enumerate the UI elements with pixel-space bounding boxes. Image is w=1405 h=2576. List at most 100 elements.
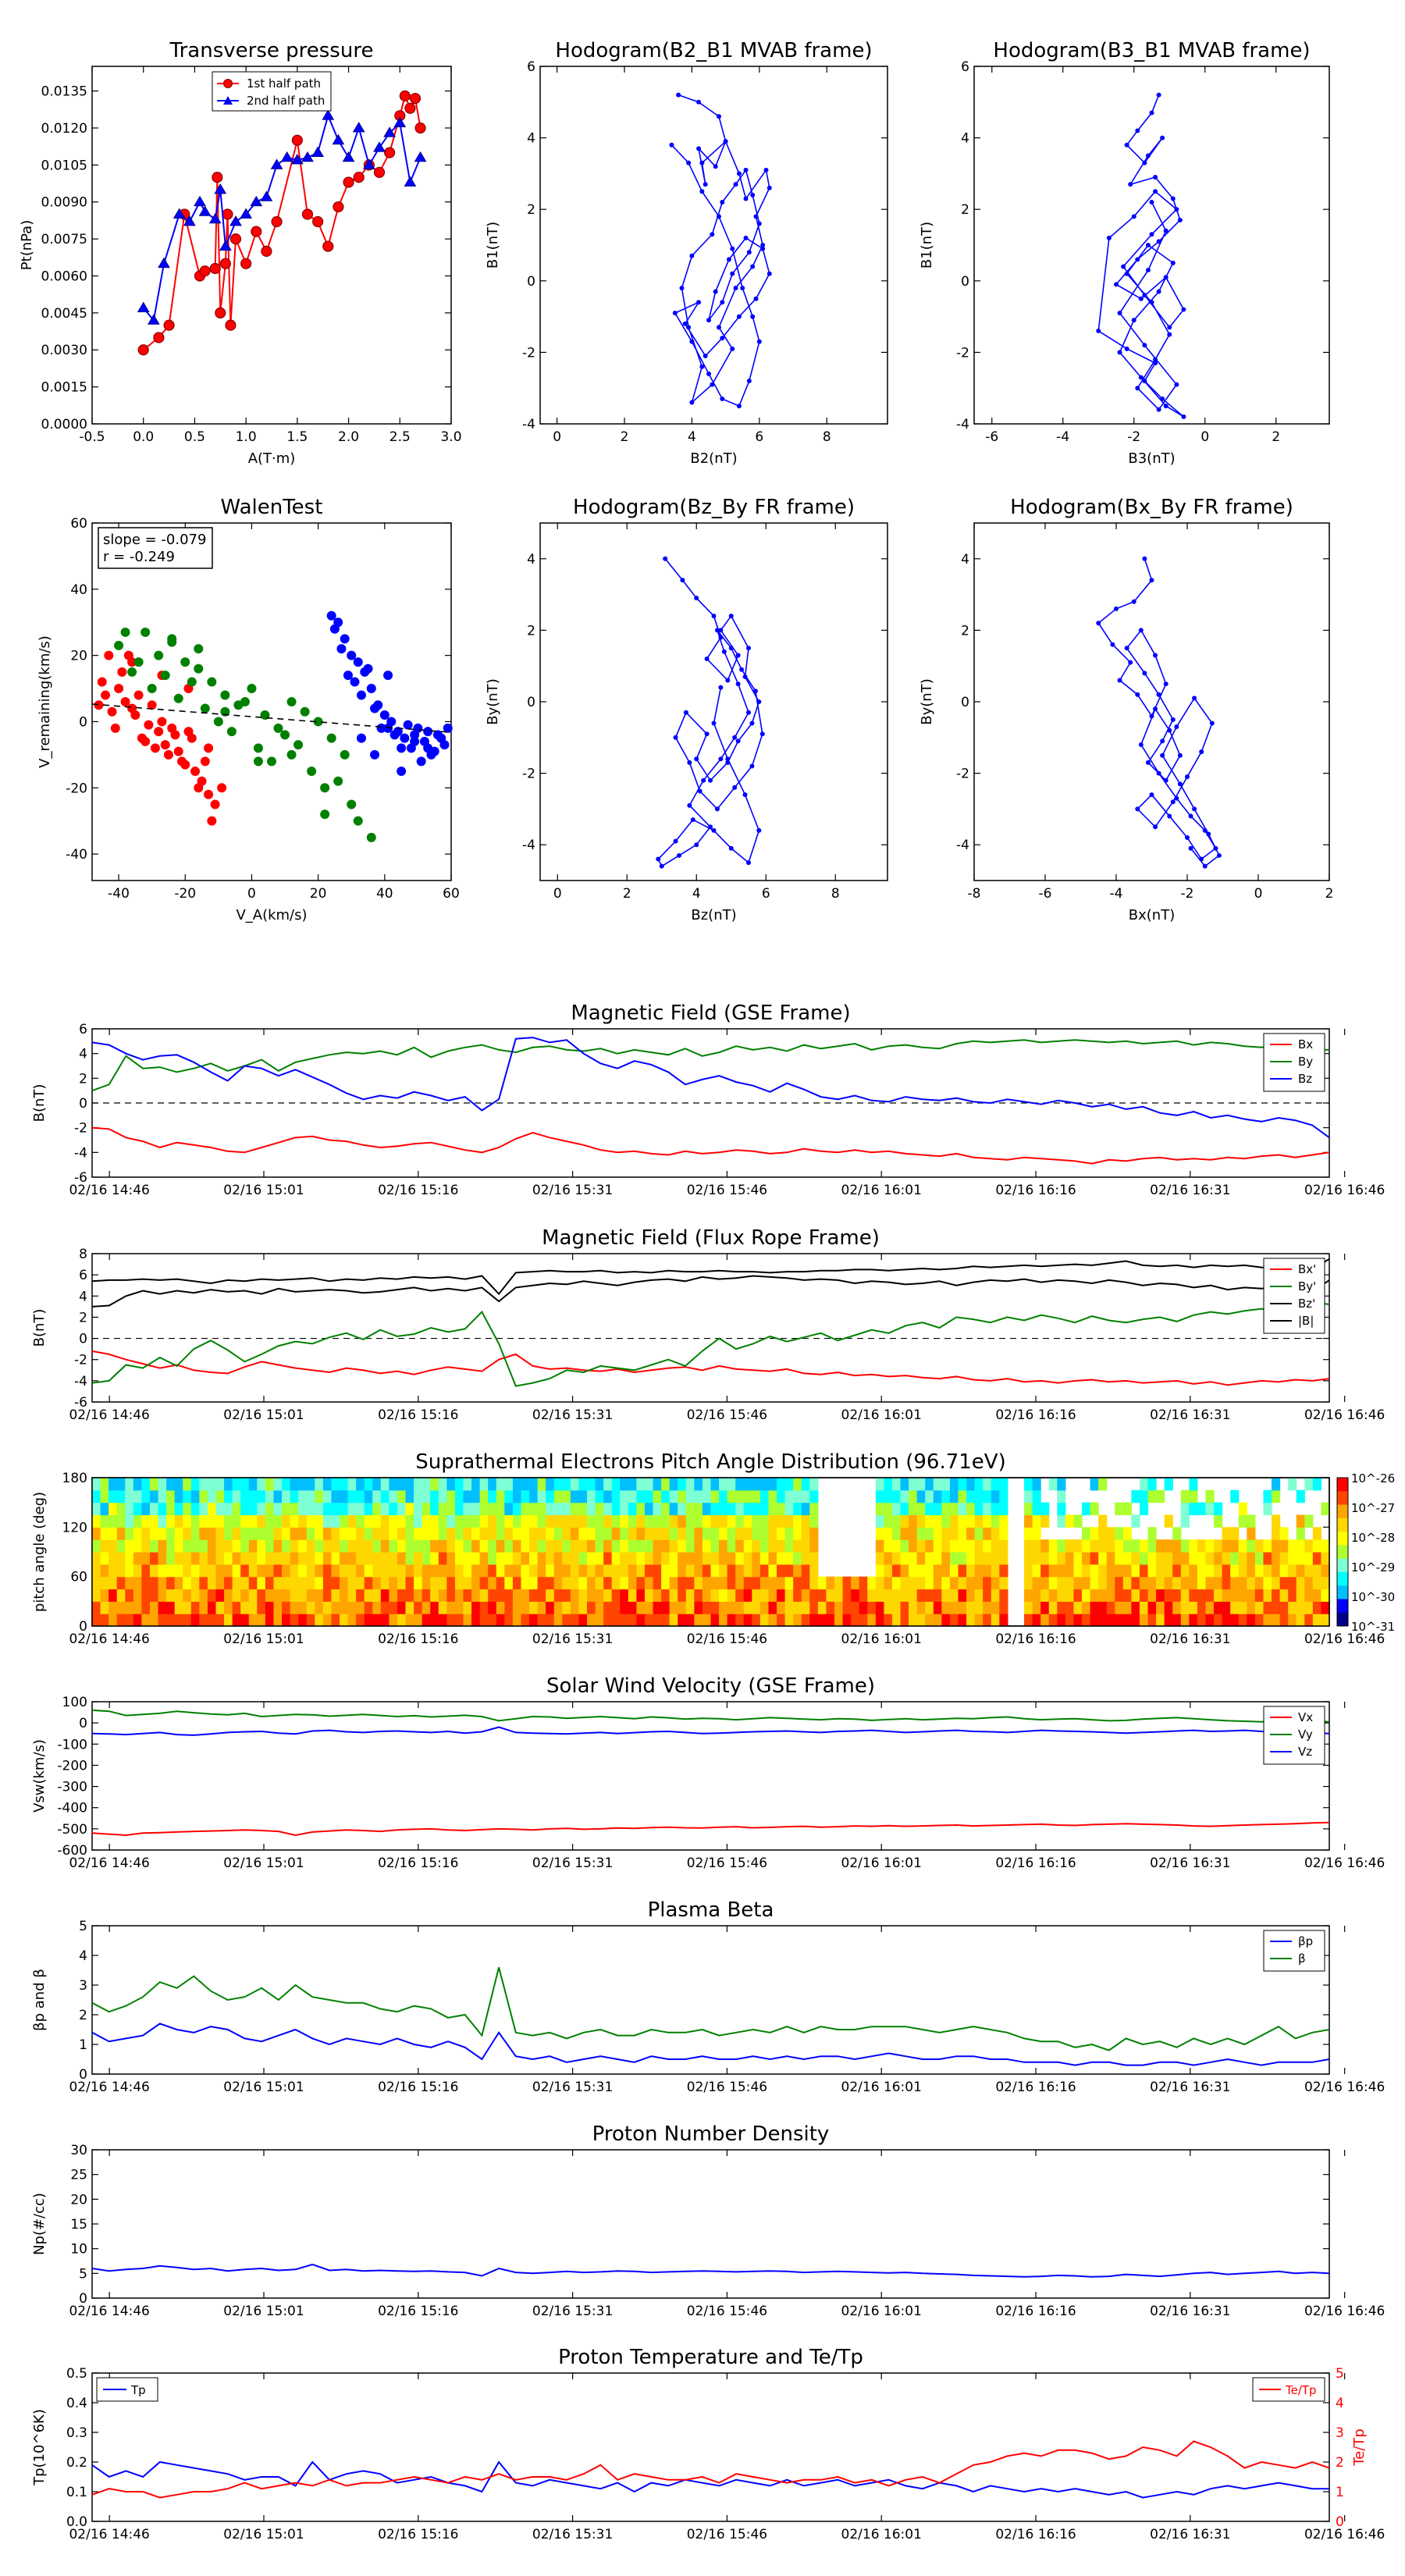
heatmap-cell [512, 1564, 522, 1578]
data-point [1188, 845, 1193, 851]
heatmap-cell [1073, 1601, 1083, 1614]
heatmap-cell [983, 1539, 992, 1553]
data-point [750, 264, 756, 269]
data-point [219, 240, 232, 251]
data-point [133, 657, 144, 667]
heatmap-cell [570, 1514, 580, 1528]
heatmap-cell [842, 1589, 852, 1602]
heatmap-cell [826, 1589, 835, 1602]
data-point [718, 628, 724, 633]
heatmap-cell [966, 1539, 976, 1553]
heatmap-cell [974, 1576, 984, 1590]
heatmap-cell [356, 1552, 365, 1565]
heatmap-cell [546, 1489, 555, 1503]
colorbar-segment [1337, 1504, 1348, 1519]
heatmap-cell [298, 1478, 308, 1491]
heatmap-cell [430, 1552, 439, 1565]
heatmap-cell [1230, 1601, 1240, 1614]
heatmap-cell [215, 1564, 225, 1578]
heatmap-cell [158, 1502, 167, 1516]
heatmap-cell [149, 1576, 159, 1590]
heatmap-cell [463, 1564, 472, 1578]
heatmap-cell [190, 1576, 200, 1590]
heatmap-cell [949, 1576, 959, 1590]
heatmap-cell [958, 1514, 967, 1528]
heatmap-cell [1279, 1552, 1289, 1565]
heatmap-cell [587, 1514, 596, 1528]
data-point [157, 717, 167, 727]
x-tick-label: 6 [762, 886, 770, 902]
heatmap-cell [759, 1502, 770, 1516]
heatmap-cell [1272, 1564, 1281, 1578]
heatmap-cell [100, 1527, 109, 1540]
heatmap-cell [546, 1539, 555, 1553]
x-tick-label: 02/16 15:16 [378, 1407, 458, 1423]
heatmap-cell [909, 1514, 918, 1528]
heatmap-cell [537, 1601, 546, 1614]
data-point [739, 667, 745, 672]
colorbar-frame [1336, 1477, 1349, 1627]
heatmap-cell [999, 1576, 1008, 1590]
heatmap-cell [1279, 1589, 1289, 1602]
x-tick-label: 02/16 15:31 [532, 1407, 613, 1423]
heatmap-cell [628, 1514, 637, 1528]
heatmap-cell [570, 1539, 580, 1553]
data-point [706, 371, 712, 376]
data-point [694, 756, 699, 762]
heatmap-cell [224, 1502, 233, 1516]
y-tick-label: 8 [79, 1247, 87, 1262]
heatmap-cell [149, 1478, 159, 1491]
heatmap-cell [116, 1589, 126, 1602]
data-point [710, 382, 715, 387]
heatmap-cell [1296, 1552, 1305, 1565]
data-point [220, 690, 230, 700]
heatmap-cell [430, 1478, 439, 1491]
x-tick-label: 02/16 16:46 [1304, 2304, 1385, 2319]
heatmap-cell [372, 1514, 382, 1528]
heatmap-cell [1214, 1514, 1223, 1528]
x-tick-label: 02/16 16:31 [1150, 1183, 1230, 1198]
heatmap-cell [290, 1614, 299, 1627]
heatmap-cell [322, 1514, 333, 1528]
heatmap-cell [966, 1576, 976, 1590]
heatmap-cell [1164, 1614, 1173, 1627]
heatmap-cell [488, 1527, 497, 1540]
x-tick-label: 02/16 15:16 [378, 1183, 458, 1198]
data-point [1110, 642, 1115, 647]
heatmap-cell [446, 1552, 456, 1565]
data-point [120, 697, 130, 706]
y-tick-label: 0.5 [66, 2366, 87, 2382]
heatmap-cell [603, 1601, 613, 1614]
heatmap-cell [752, 1589, 761, 1602]
heatmap-cell [1205, 1539, 1215, 1553]
heatmap-cell [199, 1601, 208, 1614]
heatmap-cell [1238, 1614, 1247, 1627]
heatmap-cell [265, 1552, 275, 1565]
heatmap-cell [752, 1614, 761, 1627]
heatmap-cell [306, 1576, 315, 1590]
y-tick-label: 20 [70, 649, 87, 664]
heatmap-cell [199, 1589, 208, 1602]
data-point [1145, 268, 1151, 273]
heatmap-cell [958, 1576, 967, 1590]
heatmap-cell [108, 1478, 118, 1491]
heatmap-cell [1032, 1514, 1041, 1528]
heatmap-cell [100, 1589, 109, 1602]
heatmap-cell [636, 1564, 646, 1578]
heatmap-cell [669, 1564, 678, 1578]
heatmap-cell [636, 1514, 646, 1528]
heatmap-cell [1263, 1489, 1272, 1503]
heatmap-cell [669, 1514, 678, 1528]
heatmap-cell [611, 1527, 621, 1540]
heatmap-cell [356, 1514, 365, 1528]
heatmap-cell [661, 1589, 670, 1602]
heatmap-cell [1057, 1614, 1066, 1627]
data-point [114, 684, 124, 694]
heatmap-cell [669, 1589, 678, 1602]
data-point [353, 172, 365, 183]
heatmap-cell [430, 1489, 439, 1503]
colorbar-segment [1337, 1585, 1348, 1599]
heatmap-cell [1312, 1527, 1322, 1540]
data-point [158, 257, 170, 269]
